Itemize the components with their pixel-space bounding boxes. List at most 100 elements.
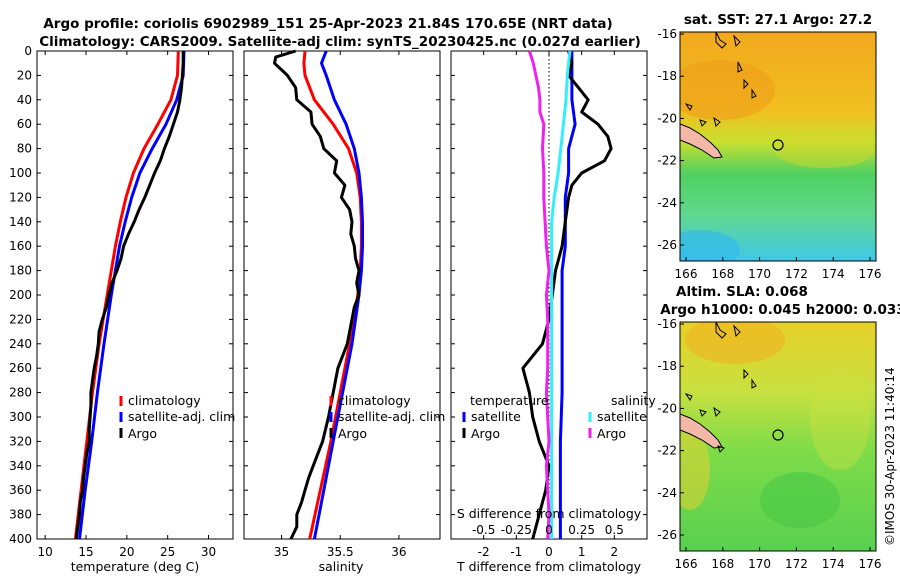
s-diff-tick-label: 0.25 [568,523,595,537]
depth-tick-label: 120 [9,190,32,204]
difference-xlabel: T difference from climatology [456,559,642,574]
depth-tick-label: 20 [17,68,32,82]
s-diff-tick-label: -0.5 [472,523,495,537]
depth-tick-label: 60 [17,117,32,131]
depth-tick-label: 360 [9,483,32,497]
series-satellite-adj-clim [78,50,186,540]
s-diff-tick-label: 0.5 [605,523,624,537]
series-climatology [73,50,180,540]
depth-tick-label: 380 [9,508,32,522]
x-tick-label: 25 [160,545,175,559]
sst-island-outlines [684,32,757,127]
sst-map-lon-ticks: 166 168 170 172 174 176 [675,257,882,281]
sla-mid-patch [680,430,710,510]
depth-tick-label: 140 [9,215,32,229]
lat-tick-label: -20 [657,401,677,415]
salinity-legend: climatology satellite-adj. clim Argo [329,393,445,441]
legend-label-salinity-argo: Argo [597,426,626,441]
sst-map-title: sat. SST: 27.1 Argo: 27.2 [684,12,872,28]
difference-top-xlabel: S difference from climatology [457,506,642,521]
depth-tick-label: 80 [17,142,32,156]
legend-label-temperature-satellite: satellite [471,409,521,424]
sla-map: Altim. SLA: 0.068 Argo h1000: 0.045 h200… [657,284,900,571]
series-satellite-adj-clim [312,50,364,540]
sla-island-outlines [684,322,757,453]
sst-warm-patch [680,60,775,120]
sla-low-patch [760,472,840,528]
figure-title-line1: Argo profile: coriolis 6902989_151 25-Ap… [43,16,612,32]
x-tick-label: 30 [201,545,216,559]
sla-map-frame [679,321,877,552]
salinity-xlabel: salinity [319,559,364,574]
series-salinity-satellite [550,50,572,539]
depth-tick-label: 260 [9,361,32,375]
lon-tick-label: 168 [711,267,734,281]
lat-tick-label: -16 [657,27,677,41]
x-tick-label: 1 [578,545,586,559]
legend-label-satellite: satellite-adj. clim [338,409,445,424]
legend-header-temperature: temperature [470,393,549,408]
depth-tick-label: 40 [17,93,32,107]
difference-top-x-ticks: -0.5 -0.25 0 0.25 0.5 [472,523,624,537]
x-tick-label: 35 [274,545,289,559]
lon-tick-label: 166 [675,557,698,571]
lat-tick-label: -16 [657,317,677,331]
sst-land-new-caledonia [680,123,723,159]
s-diff-tick-label: -0.25 [501,523,532,537]
depth-tick-label: 400 [9,532,32,546]
lat-tick-label: -26 [657,238,677,252]
temperature-x-ticks: 10 15 20 25 30 [38,51,216,559]
lat-tick-label: -22 [657,444,677,458]
depth-tick-label: 320 [9,434,32,448]
sla-map-lon-ticks: 166 168 170 172 174 176 [675,547,882,571]
depth-tick-label: 300 [9,410,32,424]
lon-tick-label: 166 [675,267,698,281]
lon-tick-label: 168 [711,557,734,571]
x-tick-label: -1 [510,545,522,559]
lon-tick-label: 174 [822,267,845,281]
depth-tick-label: 160 [9,239,32,253]
x-tick-label: 15 [78,545,93,559]
s-diff-tick-label: 0 [545,523,553,537]
depth-tick-label: 100 [9,166,32,180]
salinity-panel: 35 35.5 36 salinity climatology satellite-… [243,49,445,574]
sst-mid-patch [775,132,875,168]
depth-tick-label: 240 [9,337,32,351]
lon-tick-label: 176 [859,557,882,571]
legend-label-satellite: satellite-adj. clim [128,409,235,424]
legend-label-argo: Argo [128,426,157,441]
depth-tick-label: 280 [9,386,32,400]
series-argo [74,51,185,540]
legend-label-climatology: climatology [128,393,201,408]
x-tick-label: 2 [611,545,619,559]
figure-title-line2: Climatology: CARS2009. Satellite-adj cli… [39,34,641,50]
x-tick-label: 35.5 [327,545,354,559]
temperature-panel: 0 20 40 60 80 100 120 140 160 180 200 220 240 260 280 3… [9,44,235,574]
series-argo [273,49,361,540]
lat-tick-label: -24 [657,196,677,210]
depth-tick-label: 180 [9,264,32,278]
legend-label-salinity-satellite: satellite [597,409,647,424]
temperature-xlabel: temperature (deg C) [71,559,200,574]
lon-tick-label: 176 [859,267,882,281]
temperature-depth-ticks: 0 20 40 60 80 100 120 140 160 180 200 220 240 260 280 3… [9,44,233,546]
temperature-legend: climatology satellite-adj. clim Argo [119,393,235,441]
sla-argo-location-marker [772,429,784,441]
difference-panel: -2 -1 0 1 2 S difference from climatology -0… [450,50,656,574]
salinity-axes-frame [243,50,441,540]
depth-tick-label: 340 [9,459,32,473]
salinity-depth-ticks [244,50,440,540]
lat-tick-label: -26 [657,528,677,542]
lat-tick-label: -22 [657,154,677,168]
series-temperature-satellite [558,51,577,539]
sst-argo-location-marker [772,139,784,151]
lat-tick-label: -24 [657,486,677,500]
sla-map-title-line2: Argo h1000: 0.045 h2000: 0.033 [660,302,900,318]
sst-map: sat. SST: 27.1 Argo: 27.2 -16 -18 -20 -22 -2… [657,12,881,281]
sla-ridge-patch [810,370,870,470]
salinity-series [273,49,364,540]
depth-tick-label: 200 [9,288,32,302]
x-tick-label: 0 [545,545,553,559]
lon-tick-label: 170 [748,267,771,281]
